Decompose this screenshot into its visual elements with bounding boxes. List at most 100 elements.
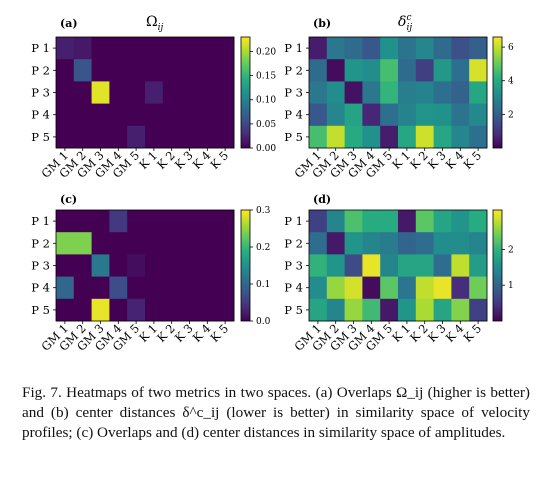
heatmap-cell <box>162 103 181 127</box>
heatmap-cell <box>216 210 235 233</box>
heatmap-cell <box>145 37 164 60</box>
heatmap-cell <box>326 232 345 255</box>
heatmap-cell <box>216 59 235 82</box>
heatmap-cell <box>398 232 417 255</box>
heatmap-cell <box>344 210 363 233</box>
heatmap-cell <box>380 254 399 277</box>
heatmap-cell <box>362 210 381 233</box>
heatmap-cell <box>56 125 75 149</box>
heatmap-cell <box>109 210 128 233</box>
heatmap-cell <box>127 276 146 300</box>
figure-caption: Fig. 7. Heatmaps of two metrics in two s… <box>22 384 530 441</box>
row-label: P 2 <box>31 236 50 250</box>
heatmap-cell <box>326 37 345 60</box>
heatmap-cell <box>380 276 399 300</box>
heatmap-cell <box>309 232 328 255</box>
figure-heatmaps: P 1P 2P 3P 4P 5GM 1GM 2GM 3GM 4GM 5K 1K … <box>31 13 514 354</box>
panel-label: (a) <box>60 17 78 30</box>
heatmap-cell <box>451 276 470 300</box>
heatmap-cell <box>127 59 146 82</box>
heatmap-cell <box>362 298 381 322</box>
heatmap-cell <box>162 276 181 300</box>
heatmap-cell <box>380 298 399 322</box>
heatmap-cell <box>362 59 381 82</box>
heatmap-cell <box>162 81 181 104</box>
heatmap-cell <box>109 232 128 255</box>
colorbar <box>492 209 503 322</box>
heatmap-cell <box>398 276 417 300</box>
heatmap-cell <box>73 232 92 255</box>
colorbar-tick-label: 0.1 <box>256 280 270 290</box>
heatmap-cell <box>433 276 452 300</box>
heatmap-cell <box>216 37 235 60</box>
heatmap-cell <box>216 81 235 104</box>
heatmap-cell <box>198 298 217 322</box>
heatmap-panel-3: P 1P 2P 3P 4P 5GM 1GM 2GM 3GM 4GM 5K 1K … <box>31 193 270 354</box>
heatmap-cell <box>469 276 488 300</box>
row-label: P 2 <box>284 63 303 77</box>
heatmap-panel-1: P 1P 2P 3P 4P 5GM 1GM 2GM 3GM 4GM 5K 1K … <box>31 14 276 181</box>
heatmap-cell <box>127 210 146 233</box>
heatmap-cell <box>198 254 217 277</box>
colorbar-tick-label: 0.20 <box>256 47 276 57</box>
heatmap-cell <box>91 232 110 255</box>
colorbar-tick-label: 0.15 <box>256 72 276 82</box>
heatmap-cell <box>91 37 110 60</box>
heatmap-cell <box>109 103 128 127</box>
row-label: P 3 <box>284 86 303 100</box>
heatmap-cell <box>469 254 488 277</box>
heatmap-cell <box>362 103 381 127</box>
heatmap-cell <box>56 254 75 277</box>
heatmap-cell <box>162 125 181 149</box>
heatmap-cell <box>145 298 164 322</box>
heatmap-cell <box>198 276 217 300</box>
row-label: P 4 <box>31 108 50 122</box>
row-label: P 4 <box>284 281 303 295</box>
heatmap-cell <box>344 103 363 127</box>
heatmap-cell <box>469 81 488 104</box>
heatmap-cell <box>398 81 417 104</box>
heatmap-cell <box>433 103 452 127</box>
heatmap-cell <box>326 59 345 82</box>
heatmap-panel-2: P 1P 2P 3P 4P 5GM 1GM 2GM 3GM 4GM 5K 1K … <box>284 13 514 181</box>
heatmap-cell <box>344 276 363 300</box>
heatmap-panel-4: P 1P 2P 3P 4P 5GM 1GM 2GM 3GM 4GM 5K 1K … <box>284 193 513 354</box>
heatmap-cell <box>216 254 235 277</box>
heatmap-cell <box>415 210 434 233</box>
heatmap-cell <box>433 210 452 233</box>
heatmap-cell <box>415 232 434 255</box>
heatmap-cell <box>433 254 452 277</box>
heatmap-cell <box>469 210 488 233</box>
heatmap-cell <box>109 81 128 104</box>
heatmap-cell <box>326 298 345 322</box>
heatmap-cell <box>433 59 452 82</box>
heatmap-cell <box>162 37 181 60</box>
heatmap-cell <box>127 298 146 322</box>
heatmap-cell <box>344 232 363 255</box>
heatmap-cell <box>56 276 75 300</box>
col-label: K 5 <box>207 148 231 172</box>
heatmap-cell <box>91 81 110 104</box>
heatmap-cell <box>109 298 128 322</box>
heatmap-cell <box>451 254 470 277</box>
colorbar-tick-label: 0.10 <box>256 96 276 106</box>
heatmap-cell <box>180 298 199 322</box>
colorbar <box>492 36 503 149</box>
row-label: P 1 <box>31 214 50 228</box>
row-label: P 5 <box>31 303 50 317</box>
colorbar <box>240 36 251 149</box>
colorbar-tick-label: 6 <box>508 43 514 53</box>
row-label: P 1 <box>31 41 50 55</box>
colorbar-tick-label: 1 <box>508 281 514 291</box>
heatmap-cell <box>216 232 235 255</box>
heatmap-cell <box>162 210 181 233</box>
row-label: P 1 <box>284 41 303 55</box>
heatmap-cell <box>451 103 470 127</box>
heatmap-cell <box>309 81 328 104</box>
heatmap-cell <box>127 254 146 277</box>
colorbar-tick-label: 0.05 <box>256 120 276 130</box>
heatmap-cell <box>433 81 452 104</box>
heatmap-cell <box>380 37 399 60</box>
heatmap-cell <box>362 37 381 60</box>
heatmap-cell <box>469 103 488 127</box>
